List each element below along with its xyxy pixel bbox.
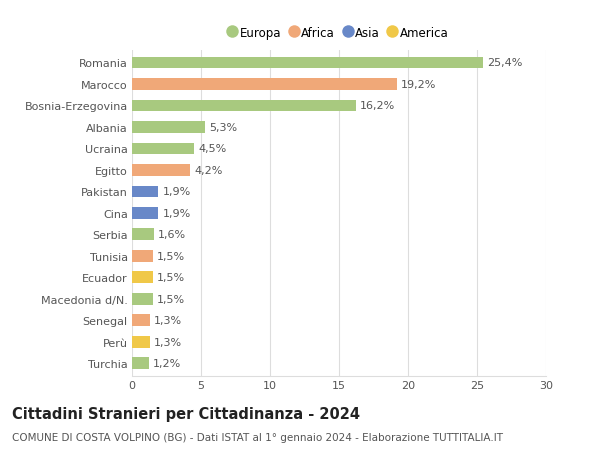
Bar — [132, 358, 149, 369]
Bar — [132, 272, 152, 284]
Text: 25,4%: 25,4% — [487, 58, 522, 68]
Text: 1,3%: 1,3% — [154, 337, 182, 347]
Bar — [132, 101, 356, 112]
Bar — [132, 229, 154, 241]
Text: Cittadini Stranieri per Cittadinanza - 2024: Cittadini Stranieri per Cittadinanza - 2… — [12, 406, 360, 421]
Bar — [132, 122, 205, 134]
Text: 1,5%: 1,5% — [157, 252, 185, 261]
Text: COMUNE DI COSTA VOLPINO (BG) - Dati ISTAT al 1° gennaio 2024 - Elaborazione TUTT: COMUNE DI COSTA VOLPINO (BG) - Dati ISTA… — [12, 432, 503, 442]
Bar — [132, 293, 152, 305]
Bar — [132, 57, 482, 69]
Legend: Europa, Africa, Asia, America: Europa, Africa, Asia, America — [229, 27, 449, 40]
Text: 1,9%: 1,9% — [163, 187, 191, 197]
Text: 1,5%: 1,5% — [157, 294, 185, 304]
Text: 5,3%: 5,3% — [209, 123, 238, 133]
Text: 1,3%: 1,3% — [154, 316, 182, 325]
Bar — [132, 336, 150, 348]
Text: 1,2%: 1,2% — [152, 358, 181, 369]
Text: 16,2%: 16,2% — [360, 101, 395, 111]
Bar — [132, 315, 150, 326]
Bar — [132, 207, 158, 219]
Bar — [132, 143, 194, 155]
Bar — [132, 165, 190, 176]
Text: 19,2%: 19,2% — [401, 80, 436, 90]
Text: 1,5%: 1,5% — [157, 273, 185, 283]
Bar — [132, 186, 158, 198]
Text: 4,2%: 4,2% — [194, 166, 223, 175]
Text: 1,9%: 1,9% — [163, 208, 191, 218]
Text: 1,6%: 1,6% — [158, 230, 187, 240]
Bar — [132, 251, 152, 262]
Bar — [132, 79, 397, 91]
Text: 4,5%: 4,5% — [198, 144, 226, 154]
